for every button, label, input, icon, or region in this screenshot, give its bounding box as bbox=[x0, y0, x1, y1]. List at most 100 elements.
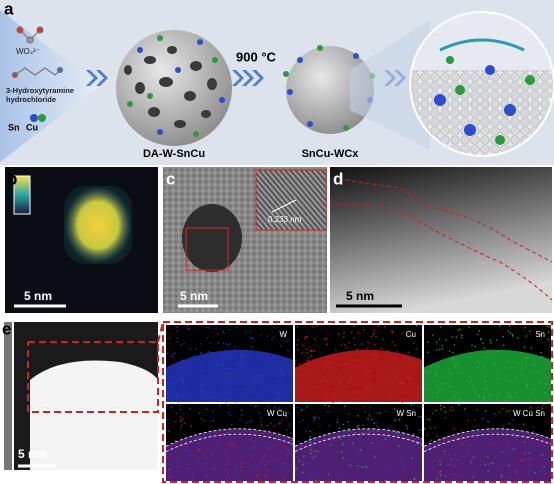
signal-dot bbox=[449, 372, 452, 375]
signal-dot bbox=[242, 355, 244, 357]
signal-dot bbox=[176, 465, 179, 468]
signal-dot bbox=[342, 457, 344, 460]
signal-dot bbox=[310, 355, 313, 357]
signal-dot bbox=[266, 379, 268, 381]
signal-dot bbox=[367, 418, 369, 420]
signal-dot bbox=[286, 429, 288, 431]
signal-dot bbox=[343, 336, 345, 338]
signal-dot bbox=[487, 470, 490, 472]
signal-dot bbox=[495, 339, 498, 341]
signal-dot bbox=[455, 362, 457, 364]
signal-dot bbox=[523, 346, 526, 348]
signal-dot bbox=[445, 339, 447, 341]
signal-dot bbox=[212, 420, 215, 422]
signal-dot bbox=[541, 407, 544, 410]
signal-dot bbox=[397, 414, 399, 416]
signal-dot bbox=[305, 336, 307, 338]
signal-dot bbox=[324, 404, 326, 406]
signal-dot bbox=[458, 404, 460, 406]
signal-dot bbox=[503, 480, 505, 482]
signal-dot bbox=[287, 364, 290, 367]
signal-dot bbox=[420, 476, 423, 478]
signal-dot bbox=[302, 471, 304, 474]
signal-dot bbox=[264, 463, 266, 466]
signal-dot bbox=[304, 371, 307, 373]
signal-dot bbox=[541, 356, 543, 358]
signal-dot bbox=[202, 385, 204, 387]
signal-dot bbox=[411, 457, 413, 459]
intermediate-label: DA-W-SnCu bbox=[143, 148, 205, 160]
signal-dot bbox=[182, 381, 184, 383]
signal-dot bbox=[343, 331, 345, 334]
signal-dot bbox=[290, 432, 292, 434]
map-label: W Cu Sn bbox=[513, 409, 545, 418]
panel-label: e bbox=[2, 319, 11, 338]
signal-dot bbox=[185, 470, 187, 473]
signal-dot bbox=[285, 399, 287, 402]
signal-dot bbox=[494, 430, 497, 432]
signal-dot bbox=[266, 424, 269, 427]
signal-dot bbox=[357, 448, 360, 450]
signal-dot bbox=[183, 433, 185, 435]
signal-dot bbox=[291, 454, 293, 456]
signal-dot bbox=[547, 338, 550, 341]
signal-dot bbox=[227, 404, 229, 407]
roi-box bbox=[185, 227, 229, 271]
signal-dot bbox=[453, 394, 456, 397]
signal-dot bbox=[457, 476, 459, 478]
signal-dot bbox=[180, 420, 182, 423]
signal-dot bbox=[188, 328, 190, 331]
signal-dot bbox=[256, 475, 258, 477]
signal-dot bbox=[273, 425, 275, 427]
signal-dot bbox=[503, 344, 505, 346]
signal-dot bbox=[184, 448, 187, 451]
signal-dot bbox=[482, 396, 484, 398]
signal-dot bbox=[397, 445, 400, 447]
signal-dot bbox=[217, 342, 219, 344]
signal-dot bbox=[193, 355, 195, 357]
signal-dot bbox=[489, 339, 492, 341]
signal-dot bbox=[291, 436, 294, 439]
signal-dot bbox=[440, 408, 442, 410]
signal-dot bbox=[343, 385, 346, 388]
signal-dot bbox=[439, 459, 441, 462]
signal-dot bbox=[180, 343, 183, 346]
signal-dot bbox=[325, 337, 328, 340]
signal-dot bbox=[259, 479, 261, 481]
signal-dot bbox=[509, 396, 512, 398]
signal-dot bbox=[195, 388, 197, 391]
signal-dot bbox=[304, 463, 306, 465]
signal-dot bbox=[311, 457, 314, 459]
signal-dot bbox=[453, 428, 456, 430]
signal-dot bbox=[316, 386, 318, 388]
signal-dot bbox=[451, 336, 453, 338]
signal-dot bbox=[223, 367, 226, 370]
signal-dot bbox=[286, 448, 289, 451]
signal-dot bbox=[347, 459, 350, 462]
signal-dot bbox=[427, 341, 429, 343]
signal-dot bbox=[311, 325, 314, 328]
signal-dot bbox=[432, 334, 434, 337]
ligand-box: 3-Hydroxytyramine hydrochloride bbox=[6, 86, 74, 104]
signal-dot bbox=[393, 427, 395, 429]
signal-dot bbox=[266, 335, 268, 337]
signal-dot bbox=[364, 410, 367, 413]
signal-dot bbox=[365, 368, 368, 371]
signal-dot bbox=[191, 365, 193, 368]
signal-dot bbox=[235, 350, 237, 352]
signal-dot bbox=[534, 432, 536, 435]
signal-dot bbox=[289, 367, 291, 370]
signal-dot bbox=[168, 430, 170, 432]
signal-dot bbox=[540, 406, 542, 408]
boundary-inner bbox=[344, 179, 553, 263]
signal-dot bbox=[340, 344, 343, 346]
signal-dot bbox=[223, 453, 226, 455]
panel-e: e 5 nm W Cu Sn W Cu W Sn W Cu Sn bbox=[2, 319, 553, 483]
signal-dot bbox=[323, 368, 326, 370]
signal-dot bbox=[458, 401, 461, 403]
signal-dot bbox=[529, 457, 531, 460]
signal-dot bbox=[208, 350, 210, 353]
signal-dot bbox=[296, 406, 299, 408]
signal-dot bbox=[539, 476, 542, 479]
signal-dot bbox=[497, 351, 500, 353]
